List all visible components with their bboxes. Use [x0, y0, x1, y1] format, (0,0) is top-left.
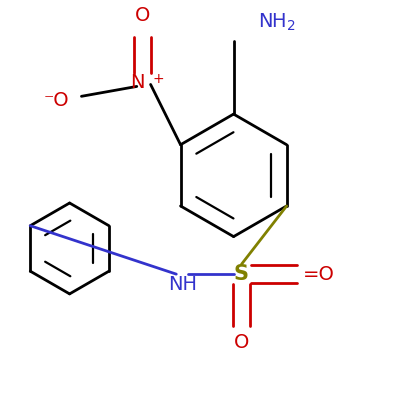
- Text: NH: NH: [168, 275, 197, 294]
- Text: O: O: [234, 334, 249, 352]
- Text: +: +: [152, 72, 164, 86]
- Text: NH$_2$: NH$_2$: [258, 12, 296, 33]
- Text: =O: =O: [303, 265, 335, 284]
- Text: S: S: [234, 264, 249, 284]
- Text: N: N: [130, 73, 145, 92]
- Text: O: O: [135, 6, 150, 25]
- Text: ⁻O: ⁻O: [44, 91, 70, 110]
